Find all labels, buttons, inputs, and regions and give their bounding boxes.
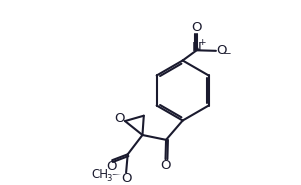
Text: O: O <box>114 112 125 125</box>
Text: CH: CH <box>91 168 108 181</box>
Text: O: O <box>216 44 227 57</box>
Text: N: N <box>192 41 201 54</box>
Text: O: O <box>121 172 132 185</box>
Text: O: O <box>106 160 116 173</box>
Text: +: + <box>198 38 205 47</box>
Text: O: O <box>160 159 171 171</box>
Text: 3: 3 <box>106 174 112 184</box>
Text: O: O <box>191 21 202 34</box>
Text: −: − <box>223 49 232 59</box>
